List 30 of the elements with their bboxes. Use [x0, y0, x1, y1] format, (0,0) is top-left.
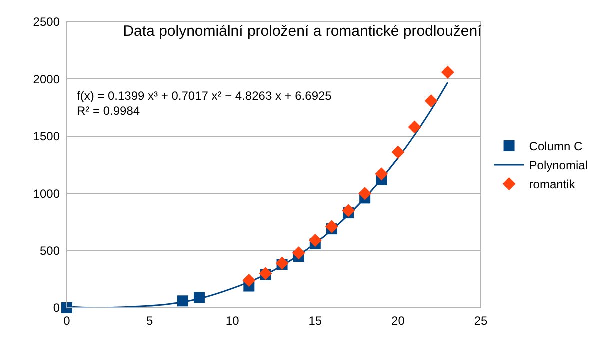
annotation: f(x) = 0.1399 x³ + 0.7017 x² − 4.8263 x + 6.6925 — [77, 89, 332, 103]
point — [342, 204, 356, 218]
x-tick-label: 10 — [226, 314, 240, 328]
x-tick-label: 0 — [64, 314, 71, 328]
point — [276, 256, 289, 270]
point — [392, 146, 405, 159]
y-tick-label: 1500 — [33, 130, 60, 144]
y-tick-label: 2000 — [33, 72, 60, 86]
x-tick-label: 25 — [474, 314, 488, 328]
x-tick-label: 15 — [308, 314, 322, 328]
x-tick-label: 20 — [392, 314, 406, 328]
legend-label: romantik — [529, 178, 576, 192]
y-tick-label: 2500 — [33, 15, 60, 30]
point — [358, 187, 372, 200]
point — [424, 94, 438, 108]
annotation: R² = 0.9984 — [77, 104, 140, 118]
y-tick-label: 1000 — [33, 186, 60, 201]
point — [408, 120, 422, 134]
chart-title: Data polynomiální proložení a romantické prodloužení — [123, 22, 483, 40]
point — [441, 66, 454, 79]
point — [292, 246, 306, 260]
y-tick-label: 0 — [53, 301, 60, 316]
legend-label: Column C — [529, 140, 583, 154]
point — [325, 220, 338, 234]
point — [308, 234, 322, 247]
x-tick-label: 5 — [146, 314, 154, 328]
point — [242, 274, 256, 288]
y-tick-label: 500 — [40, 244, 60, 258]
legend-label: Polynomial — [529, 158, 588, 173]
point — [375, 168, 388, 181]
